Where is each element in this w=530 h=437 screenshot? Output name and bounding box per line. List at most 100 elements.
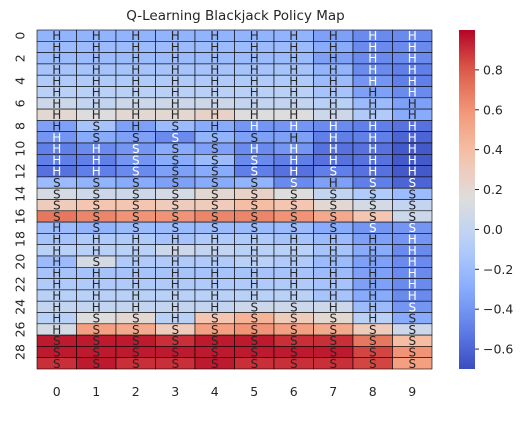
- cell-action-label: H: [368, 165, 377, 179]
- cell-action-label: H: [52, 278, 61, 292]
- cell-action-label: H: [210, 74, 219, 88]
- cell-action-label: S: [132, 153, 140, 167]
- cell-action-label: H: [210, 232, 219, 246]
- x-tick-label: 3: [171, 384, 179, 399]
- cell-action-label: S: [408, 210, 416, 224]
- cell-action-label: S: [329, 187, 337, 201]
- cell-action-label: H: [52, 255, 61, 269]
- cell-action-label: S: [92, 357, 100, 371]
- cell-action-label: S: [132, 176, 140, 190]
- cell-action-label: S: [329, 312, 337, 326]
- cell-action-label: H: [250, 119, 259, 133]
- cell-action-label: H: [52, 74, 61, 88]
- cell-action-label: H: [408, 244, 417, 258]
- cell-action-label: H: [171, 97, 180, 111]
- cell-action-label: H: [92, 278, 101, 292]
- cell-action-label: S: [290, 345, 298, 359]
- cell-action-label: S: [408, 221, 416, 235]
- cell-action-label: S: [290, 357, 298, 371]
- cell-action-label: S: [369, 345, 377, 359]
- cell-action-label: S: [211, 153, 219, 167]
- cell-action-label: H: [52, 165, 61, 179]
- cell-action-label: S: [211, 176, 219, 190]
- cell-action-label: S: [250, 312, 258, 326]
- cell-action-label: S: [171, 334, 179, 348]
- x-tick-label: 9: [408, 384, 416, 399]
- cell-action-label: H: [368, 63, 377, 77]
- cell-action-label: H: [250, 52, 259, 66]
- cell-action-label: S: [92, 187, 100, 201]
- cell-action-label: H: [92, 142, 101, 156]
- cell-action-label: H: [329, 52, 338, 66]
- cell-action-label: H: [368, 244, 377, 258]
- cell-action-label: S: [92, 131, 100, 145]
- colorbar-tick-label: 0.4: [483, 142, 503, 157]
- cell-action-label: S: [132, 210, 140, 224]
- cell-action-label: H: [250, 108, 259, 122]
- cell-action-label: H: [289, 63, 298, 77]
- cell-action-label: H: [92, 29, 101, 43]
- cell-action-label: S: [408, 323, 416, 337]
- cell-action-label: H: [408, 266, 417, 280]
- cell-action-label: H: [289, 142, 298, 156]
- cell-action-label: S: [211, 345, 219, 359]
- cell-action-label: H: [92, 74, 101, 88]
- cell-action-label: S: [369, 323, 377, 337]
- x-tick-label: 0: [53, 384, 61, 399]
- cell-action-label: H: [408, 153, 417, 167]
- cell-action-label: H: [92, 289, 101, 303]
- cell-action-label: H: [210, 266, 219, 280]
- cell-action-label: H: [408, 165, 417, 179]
- cell-action-label: S: [171, 187, 179, 201]
- cell-action-label: H: [289, 232, 298, 246]
- cell-action-label: H: [368, 255, 377, 269]
- cell-action-label: S: [171, 165, 179, 179]
- cell-action-label: S: [329, 221, 337, 235]
- cell-action-label: S: [171, 153, 179, 167]
- y-tick-label: 14: [13, 186, 28, 202]
- cell-action-label: H: [92, 40, 101, 54]
- cell-action-label: H: [131, 63, 140, 77]
- x-axis-ticks: 0 1 2 3 4 5 6 7 8 9: [53, 384, 417, 399]
- cell-action-label: S: [290, 300, 298, 314]
- cell-action-label: H: [250, 63, 259, 77]
- cell-action-label: H: [52, 289, 61, 303]
- cell-action-label: S: [329, 323, 337, 337]
- cell-action-label: S: [92, 334, 100, 348]
- cell-action-label: H: [210, 300, 219, 314]
- cell-action-label: H: [210, 29, 219, 43]
- cell-action-label: H: [92, 232, 101, 246]
- cell-action-label: S: [290, 334, 298, 348]
- cell-action-label: H: [52, 119, 61, 133]
- cell-action-label: H: [250, 86, 259, 100]
- cell-action-label: S: [211, 221, 219, 235]
- cell-action-label: S: [290, 210, 298, 224]
- cell-action-label: S: [171, 357, 179, 371]
- cell-action-label: H: [289, 278, 298, 292]
- cell-action-label: S: [250, 300, 258, 314]
- x-tick-label: 1: [92, 384, 100, 399]
- cell-action-label: H: [52, 244, 61, 258]
- cell-action-label: S: [53, 187, 61, 201]
- cell-action-label: H: [329, 97, 338, 111]
- cell-action-label: H: [92, 52, 101, 66]
- cell-action-label: S: [250, 345, 258, 359]
- cell-action-label: S: [132, 334, 140, 348]
- y-tick-label: 0: [13, 32, 28, 40]
- cell-action-label: S: [211, 142, 219, 156]
- cell-action-label: H: [289, 153, 298, 167]
- cell-action-label: S: [92, 255, 100, 269]
- colorbar-tick-label: 0.0: [483, 222, 503, 237]
- cell-action-label: H: [131, 255, 140, 269]
- cell-action-label: H: [289, 289, 298, 303]
- cell-action-label: S: [329, 345, 337, 359]
- cell-action-label: S: [53, 334, 61, 348]
- cell-action-label: S: [250, 334, 258, 348]
- cell-action-label: H: [368, 312, 377, 326]
- cell-action-label: H: [52, 323, 61, 337]
- cell-action-label: S: [250, 357, 258, 371]
- cell-action-label: S: [132, 187, 140, 201]
- cell-action-label: H: [171, 312, 180, 326]
